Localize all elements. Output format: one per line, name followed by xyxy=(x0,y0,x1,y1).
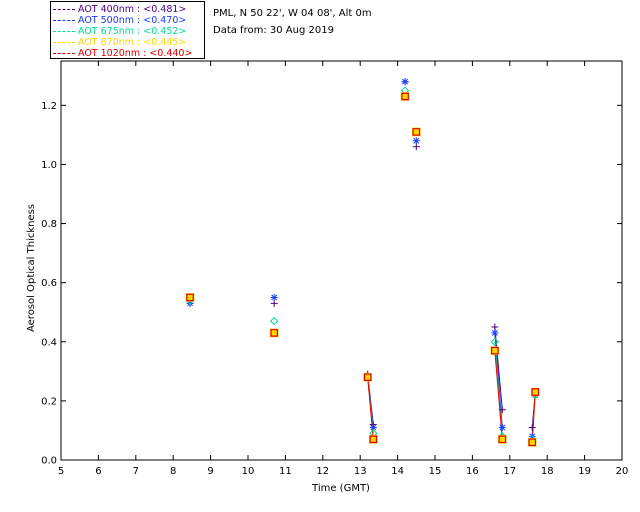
legend-entry-870: AOT 870nm : <0.445> xyxy=(53,37,186,48)
data-point xyxy=(491,329,499,337)
data-point xyxy=(270,299,278,307)
legend-swatch-500 xyxy=(53,20,75,21)
y-axis-label: Aerosol Optical Thickness xyxy=(26,204,37,332)
data-point xyxy=(186,293,194,302)
x-tick-label: 20 xyxy=(616,466,629,477)
data-point xyxy=(498,406,506,414)
y-tick-label: 0.8 xyxy=(41,219,57,230)
data-points xyxy=(185,78,540,447)
data-point xyxy=(412,143,420,151)
data-point xyxy=(491,346,499,355)
legend-entry-500: AOT 500nm : <0.470> xyxy=(53,15,186,26)
plot-frame xyxy=(60,60,623,461)
x-tick-label: 7 xyxy=(133,466,139,477)
y-tick-label: 1.0 xyxy=(41,160,57,171)
data-point xyxy=(531,388,540,396)
data-point xyxy=(412,137,420,145)
x-tick-label: 13 xyxy=(354,466,367,477)
x-tick-label: 6 xyxy=(95,466,101,477)
x-axis-label: Time (GMT) xyxy=(311,483,370,494)
legend-label-1020: AOT 1020nm : <0.440> xyxy=(78,48,193,59)
series-segment xyxy=(494,350,503,440)
legend-entry-400: AOT 400nm : <0.481> xyxy=(53,4,186,15)
x-tick-label: 10 xyxy=(242,466,255,477)
y-tick-label: 0.2 xyxy=(41,396,57,407)
legend-label-400: AOT 400nm : <0.481> xyxy=(78,4,187,15)
data-point xyxy=(412,128,421,136)
x-tick-label: 11 xyxy=(279,466,292,477)
x-tick-label: 16 xyxy=(466,466,479,477)
y-tick-label: 0.4 xyxy=(41,337,57,348)
legend-entry-1020: AOT 1020nm : <0.440> xyxy=(53,48,192,59)
legend-label-870: AOT 870nm : <0.445> xyxy=(78,37,187,48)
legend-label-500: AOT 500nm : <0.470> xyxy=(78,15,187,26)
data-point xyxy=(498,423,506,431)
legend-swatch-675 xyxy=(53,31,75,32)
data-point xyxy=(270,293,278,301)
data-point xyxy=(528,438,537,447)
data-point xyxy=(528,423,536,431)
series-segment xyxy=(494,326,503,410)
x-tick-label: 17 xyxy=(503,466,516,477)
y-tick-label: 0.6 xyxy=(41,278,57,289)
x-tick-label: 12 xyxy=(316,466,329,477)
data-point xyxy=(401,78,409,86)
legend-label-675: AOT 675nm : <0.452> xyxy=(78,26,187,37)
x-tick-label: 19 xyxy=(578,466,591,477)
data-point xyxy=(270,329,278,337)
x-tick-label: 15 xyxy=(429,466,442,477)
data-point xyxy=(363,373,372,382)
data-point xyxy=(498,435,507,444)
data-point xyxy=(269,316,279,326)
legend-swatch-400 xyxy=(53,9,75,10)
legend: AOT 400nm : <0.481> AOT 500nm : <0.470> … xyxy=(50,1,205,59)
station-info: PML, N 50 22', W 04 08', Alt 0m xyxy=(213,8,372,19)
data-point xyxy=(401,92,409,101)
x-tick-label: 14 xyxy=(391,466,404,477)
x-tick-label: 9 xyxy=(207,466,213,477)
axis-ticks: 5 6 7 8 9 10 11 12 13 14 15 16 17 18 19 20 0.0 0.2 0.4 0.6 0… xyxy=(41,61,628,477)
series-lines xyxy=(367,326,536,443)
data-point xyxy=(490,337,500,346)
legend-swatch-870 xyxy=(53,42,75,43)
y-tick-label: 0.0 xyxy=(41,456,57,467)
series-segment xyxy=(367,377,374,440)
date-info: Data from: 30 Aug 2019 xyxy=(213,25,334,36)
x-tick-label: 5 xyxy=(58,466,64,477)
y-tick-label: 1.2 xyxy=(41,101,57,112)
data-point xyxy=(369,435,378,444)
x-tick-label: 18 xyxy=(541,466,554,477)
data-point xyxy=(491,323,499,331)
legend-swatch-1020 xyxy=(53,53,75,54)
x-tick-label: 8 xyxy=(170,466,176,477)
legend-entry-675: AOT 675nm : <0.452> xyxy=(53,26,186,37)
